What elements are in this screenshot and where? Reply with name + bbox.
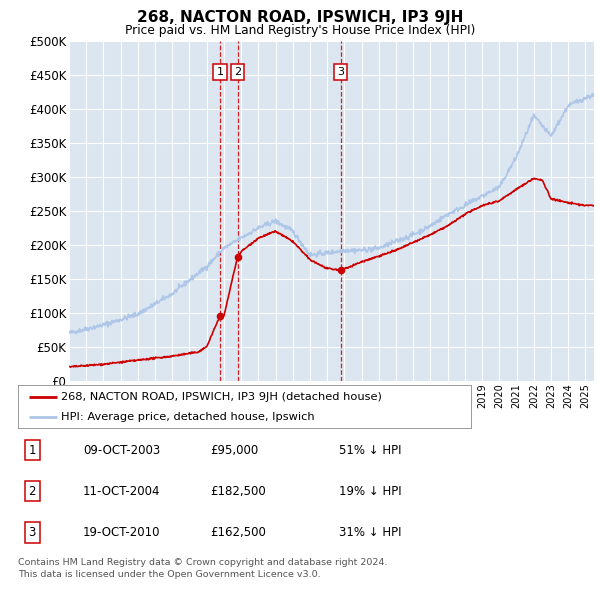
Text: 31% ↓ HPI: 31% ↓ HPI [340,526,402,539]
Text: 19% ↓ HPI: 19% ↓ HPI [340,484,402,498]
Text: 2: 2 [28,484,36,498]
Text: £162,500: £162,500 [210,526,266,539]
Text: 268, NACTON ROAD, IPSWICH, IP3 9JH: 268, NACTON ROAD, IPSWICH, IP3 9JH [137,10,463,25]
Text: 09-OCT-2003: 09-OCT-2003 [83,444,160,457]
Text: 3: 3 [337,67,344,77]
Text: £182,500: £182,500 [210,484,266,498]
Text: 3: 3 [28,526,36,539]
Text: 1: 1 [28,444,36,457]
Text: HPI: Average price, detached house, Ipswich: HPI: Average price, detached house, Ipsw… [61,412,314,422]
Text: £95,000: £95,000 [210,444,258,457]
Text: 19-OCT-2010: 19-OCT-2010 [83,526,160,539]
Text: 268, NACTON ROAD, IPSWICH, IP3 9JH (detached house): 268, NACTON ROAD, IPSWICH, IP3 9JH (deta… [61,392,382,402]
Text: Contains HM Land Registry data © Crown copyright and database right 2024.: Contains HM Land Registry data © Crown c… [18,558,388,566]
Text: 11-OCT-2004: 11-OCT-2004 [83,484,160,498]
Text: 51% ↓ HPI: 51% ↓ HPI [340,444,402,457]
Text: Price paid vs. HM Land Registry's House Price Index (HPI): Price paid vs. HM Land Registry's House … [125,24,475,37]
Text: This data is licensed under the Open Government Licence v3.0.: This data is licensed under the Open Gov… [18,570,320,579]
Text: 2: 2 [234,67,241,77]
Text: 1: 1 [217,67,223,77]
